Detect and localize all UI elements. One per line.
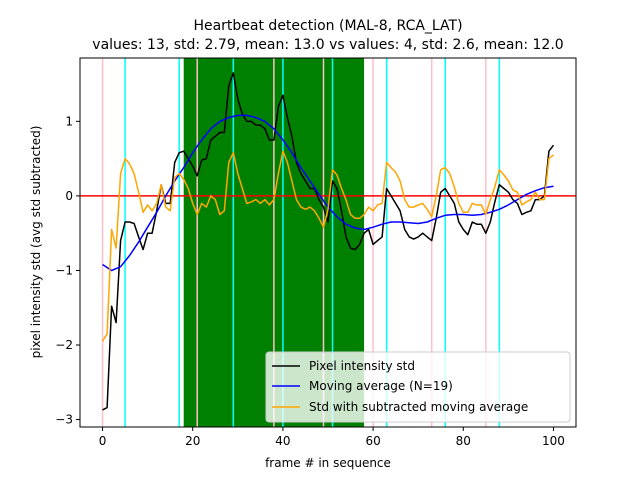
series-line-pixel-std [102,72,555,411]
y-tick-label: −2 [55,338,73,352]
legend-label-subtracted-std: Std with subtracted moving average [309,400,528,414]
legend: Pixel intensity std Moving average (N=19… [265,351,571,423]
series-layer [101,72,555,411]
legend-box [265,351,571,423]
chart-title-line1: Heartbeat detection (MAL-8, RCA_LAT) [193,18,462,34]
x-axis-ticks: 0 20 40 60 80 100 [99,427,565,448]
chart-title-line2: values: 13, std: 2.79, mean: 13.0 vs val… [92,37,563,53]
y-tick-label: 0 [65,189,73,203]
legend-label-moving-average: Moving average (N=19) [309,379,453,393]
x-tick-label: 0 [99,434,107,448]
legend-label-pixel-std: Pixel intensity std [309,359,415,373]
plot-frame [79,57,577,428]
y-tick-label: −1 [55,263,73,277]
x-axis-label: frame # in sequence [265,456,391,470]
series-line-subtracted-std [101,150,554,342]
y-tick-label: −3 [55,413,73,427]
x-tick-label: 40 [275,434,290,448]
y-axis-ticks: −3 −2 −1 0 1 [55,114,80,427]
x-tick-label: 80 [456,434,471,448]
x-tick-label: 20 [185,434,200,448]
y-tick-label: 1 [65,114,73,128]
x-tick-label: 60 [365,434,380,448]
y-axis-label: pixel intensity std (avg std subtracted) [29,126,43,359]
x-tick-label: 100 [542,434,565,448]
